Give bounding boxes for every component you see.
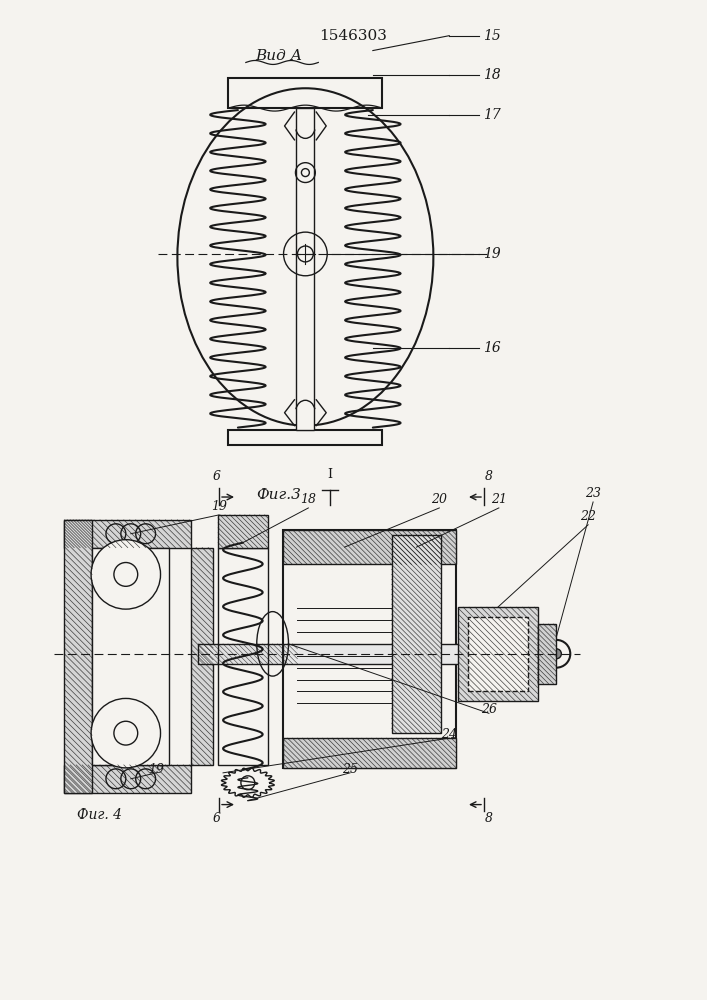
Text: 6: 6 bbox=[213, 812, 221, 825]
Text: 19: 19 bbox=[148, 763, 165, 776]
Text: 8: 8 bbox=[485, 470, 493, 483]
Bar bbox=[228, 430, 382, 445]
Bar bbox=[283, 644, 486, 664]
Bar bbox=[228, 78, 382, 108]
Bar bbox=[537, 624, 556, 684]
Text: 1546303: 1546303 bbox=[319, 29, 387, 43]
Bar bbox=[296, 108, 315, 430]
Text: Вид А: Вид А bbox=[255, 49, 302, 63]
Bar bbox=[392, 535, 441, 733]
Circle shape bbox=[91, 698, 160, 768]
Text: 22: 22 bbox=[580, 510, 596, 523]
Text: 21: 21 bbox=[491, 493, 507, 506]
Text: 26: 26 bbox=[481, 703, 497, 716]
Text: Фиг.3: Фиг.3 bbox=[256, 488, 301, 502]
Text: 23: 23 bbox=[585, 487, 601, 500]
Bar bbox=[468, 617, 527, 691]
Bar bbox=[283, 530, 456, 768]
Bar bbox=[198, 644, 298, 664]
Bar bbox=[218, 515, 268, 548]
Text: I: I bbox=[327, 468, 333, 481]
Circle shape bbox=[551, 649, 561, 659]
Bar bbox=[218, 548, 268, 765]
Bar bbox=[64, 765, 192, 793]
Circle shape bbox=[91, 540, 160, 609]
Text: Фиг. 4: Фиг. 4 bbox=[77, 808, 122, 822]
Text: 19: 19 bbox=[483, 247, 501, 261]
Text: 8: 8 bbox=[485, 812, 493, 825]
Bar bbox=[458, 607, 537, 701]
Bar bbox=[283, 738, 456, 768]
Text: 6: 6 bbox=[213, 470, 221, 483]
Text: 25: 25 bbox=[342, 763, 358, 776]
Text: 18: 18 bbox=[300, 493, 316, 506]
Bar bbox=[283, 530, 456, 564]
Bar bbox=[192, 548, 213, 765]
Bar bbox=[92, 548, 170, 765]
Text: 18: 18 bbox=[483, 68, 501, 82]
Text: 19: 19 bbox=[211, 500, 227, 513]
Text: 17: 17 bbox=[483, 108, 501, 122]
Text: 15: 15 bbox=[483, 29, 501, 43]
Bar bbox=[64, 520, 192, 548]
Text: 24: 24 bbox=[441, 728, 457, 741]
Text: 16: 16 bbox=[483, 341, 501, 355]
Circle shape bbox=[542, 640, 571, 668]
Bar bbox=[64, 520, 92, 793]
Text: 20: 20 bbox=[431, 493, 448, 506]
